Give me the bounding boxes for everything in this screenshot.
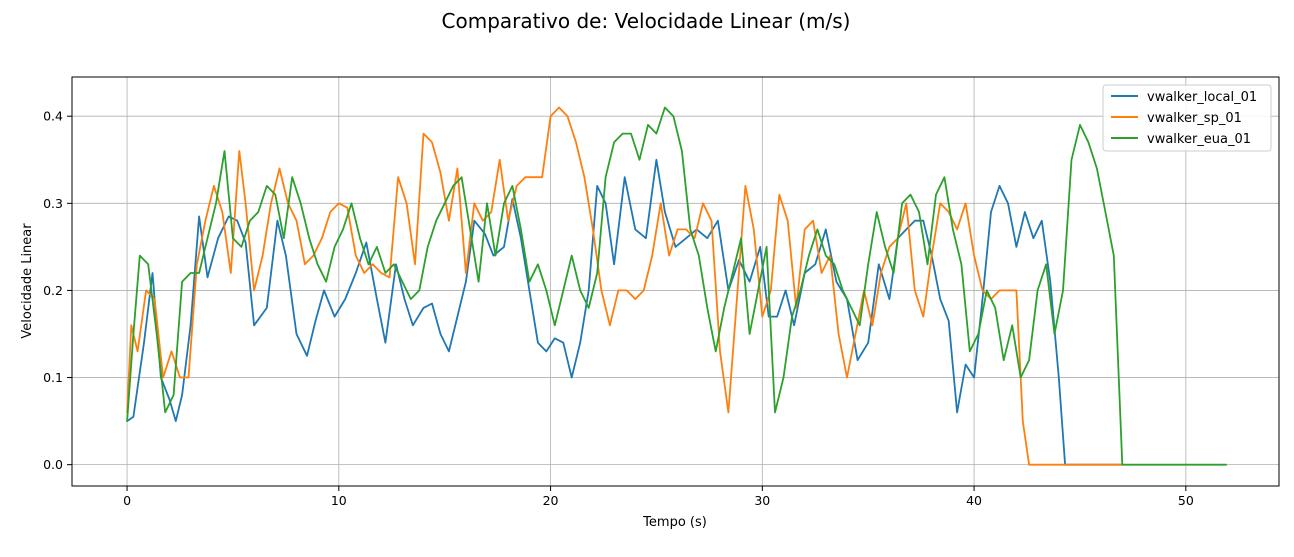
x-tick-label: 20 — [543, 493, 559, 508]
series-line-2 — [126, 106, 1227, 466]
y-tick-label: 0.0 — [43, 457, 63, 472]
x-tick-label: 40 — [966, 493, 982, 508]
y-tick-label: 0.1 — [43, 370, 63, 385]
x-axis-label: Tempo (s) — [642, 515, 707, 530]
axis-ticks: 0 10 20 30 40 50 0.0 0.1 0.2 0.3 0.4 — [43, 109, 1194, 508]
legend-box — [1102, 84, 1272, 152]
y-tick-label: 0.3 — [43, 196, 63, 211]
y-tick-label: 0.4 — [43, 109, 63, 124]
chart-title: Comparativo de: Velocidade Linear (m/s) — [442, 9, 851, 33]
legend-label-local: vwalker_local_01 — [1147, 90, 1257, 105]
plot-area-frame — [71, 76, 1280, 487]
x-tick-label: 10 — [331, 493, 347, 508]
y-tick-label: 0.2 — [43, 283, 63, 298]
x-tick-label: 30 — [754, 493, 770, 508]
legend-label-sp: vwalker_sp_01 — [1147, 111, 1242, 126]
legend-label-eua: vwalker_eua_01 — [1147, 132, 1251, 147]
x-tick-label: 0 — [123, 493, 131, 508]
series-line-0 — [126, 158, 1124, 466]
legend: vwalker_local_01 vwalker_sp_01 vwalker_e… — [1102, 84, 1272, 152]
y-axis-label: Velocidade Linear — [20, 223, 35, 339]
x-tick-label: 50 — [1178, 493, 1194, 508]
series-group — [126, 106, 1227, 466]
series-line-1 — [126, 106, 1124, 466]
